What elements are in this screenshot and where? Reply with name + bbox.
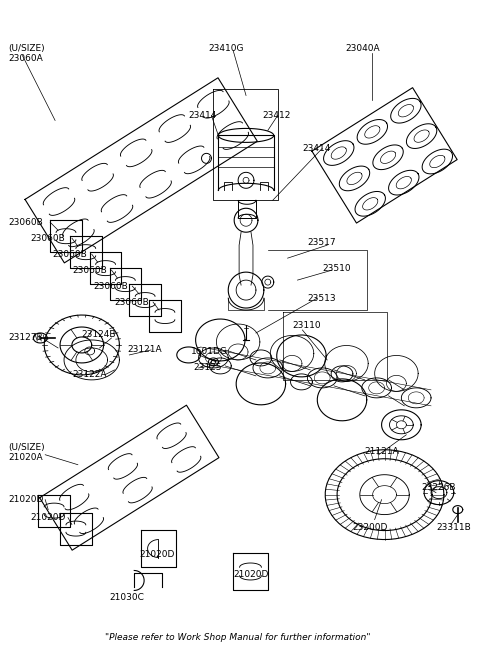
- Text: 1601DG: 1601DG: [191, 348, 228, 356]
- Text: 23414: 23414: [302, 144, 331, 153]
- Text: 21020A: 21020A: [9, 453, 43, 462]
- Text: 23124B: 23124B: [82, 331, 116, 340]
- Text: 23125: 23125: [193, 363, 222, 373]
- Text: 23060A: 23060A: [9, 54, 43, 63]
- Text: "Please refer to Work Shop Manual for further information": "Please refer to Work Shop Manual for fu…: [106, 633, 371, 642]
- Text: 23510: 23510: [322, 264, 351, 273]
- Text: 23060B: 23060B: [9, 218, 43, 227]
- Text: 23040A: 23040A: [345, 44, 380, 53]
- Text: 21020D: 21020D: [30, 513, 66, 522]
- Text: 23121A: 23121A: [127, 346, 162, 354]
- Text: 23412: 23412: [263, 111, 291, 120]
- Text: 23226B: 23226B: [421, 483, 456, 492]
- Text: 23060B: 23060B: [114, 298, 149, 306]
- Text: 21121A: 21121A: [365, 447, 399, 456]
- Text: (U/SIZE): (U/SIZE): [9, 443, 45, 452]
- Text: 23122A: 23122A: [72, 371, 107, 379]
- Text: 21020D: 21020D: [9, 495, 44, 504]
- Text: 23110: 23110: [292, 321, 321, 329]
- Text: (U/SIZE): (U/SIZE): [9, 44, 45, 53]
- Text: 21030C: 21030C: [109, 593, 144, 602]
- Text: 23060B: 23060B: [30, 234, 65, 243]
- Text: 21020D: 21020D: [139, 550, 175, 559]
- Text: 21020D: 21020D: [233, 570, 268, 579]
- Text: 23410G: 23410G: [208, 44, 244, 53]
- Text: 23513: 23513: [307, 294, 336, 302]
- Text: 23060B: 23060B: [72, 266, 107, 275]
- Text: 23517: 23517: [307, 237, 336, 247]
- Text: 23127B: 23127B: [9, 333, 43, 342]
- Text: 23060B: 23060B: [94, 281, 129, 291]
- Text: 23311B: 23311B: [436, 523, 471, 532]
- Text: 23060B: 23060B: [52, 250, 87, 258]
- Text: 23414: 23414: [189, 111, 217, 120]
- Text: 23200D: 23200D: [352, 523, 387, 532]
